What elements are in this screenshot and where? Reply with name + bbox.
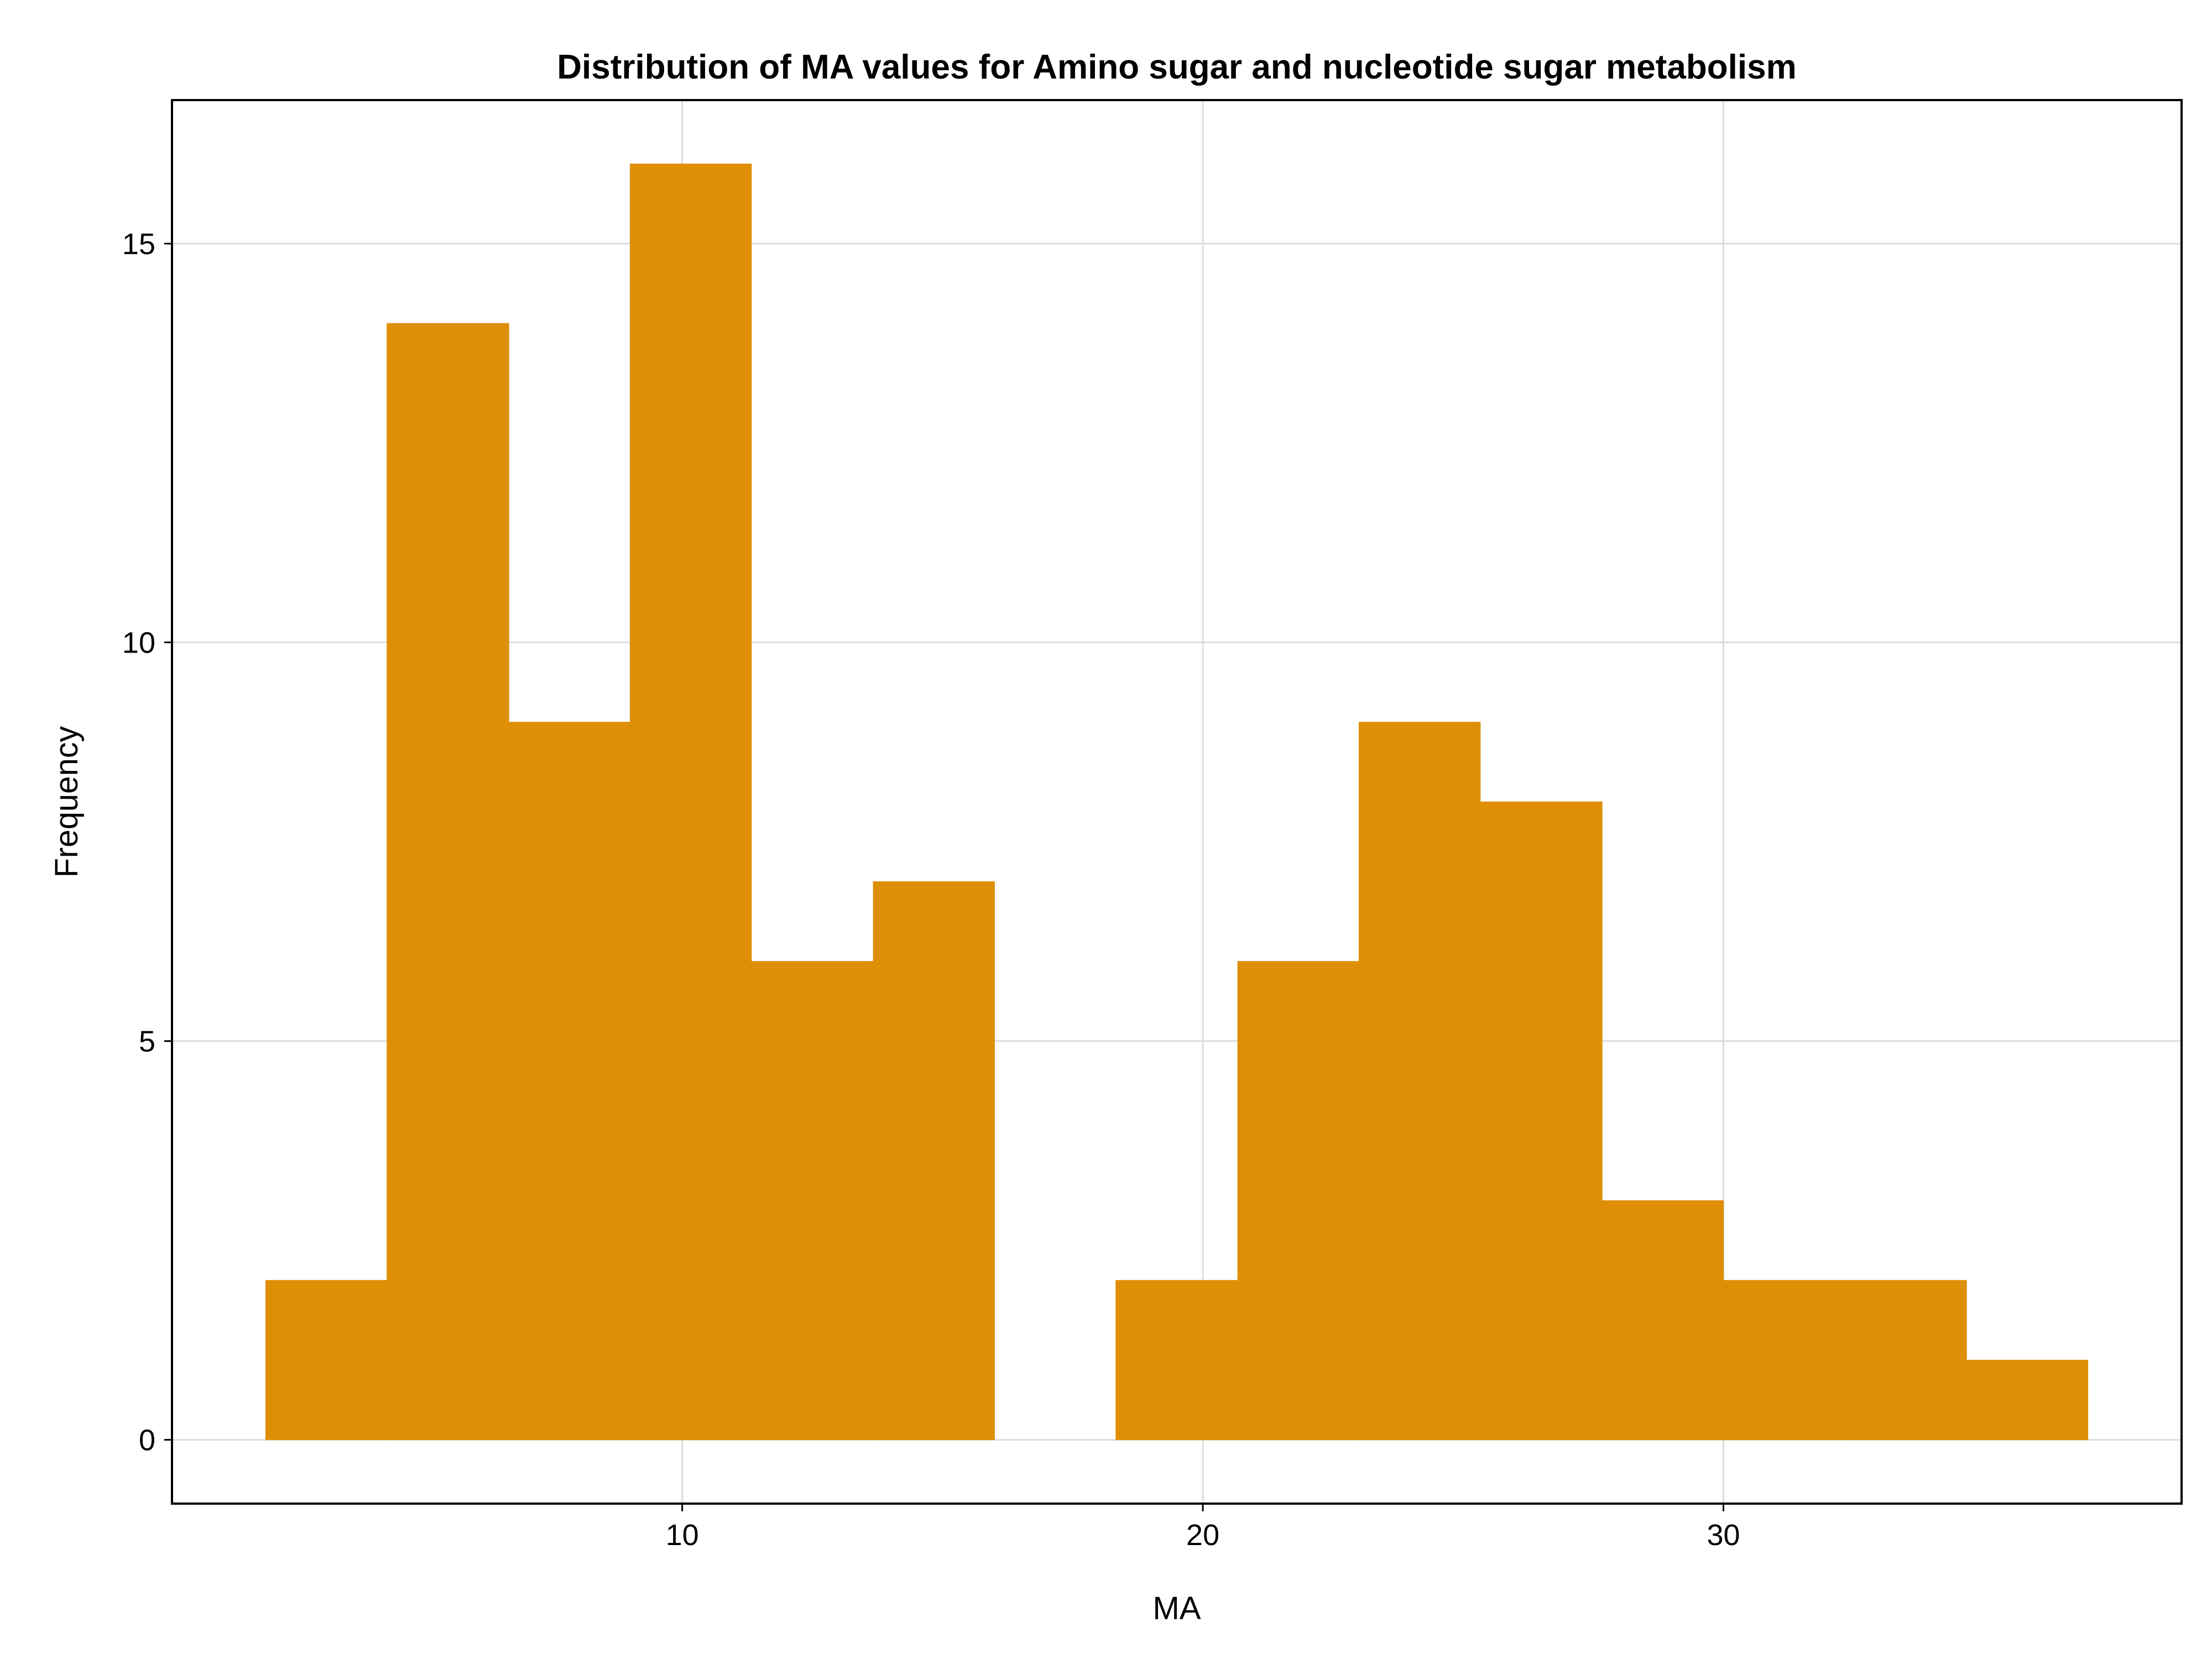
y-tick-label: 10: [122, 627, 155, 660]
histogram-bar: [387, 323, 509, 1441]
histogram-bar: [1966, 1359, 2089, 1441]
x-axis-ticks: 10 20 30: [666, 1504, 1740, 1552]
x-axis-label: MA: [1153, 1590, 1201, 1626]
histogram-bars: [265, 163, 2089, 1441]
histogram-bar: [629, 163, 752, 1441]
histogram-bar: [1723, 1280, 1845, 1441]
x-tick-label: 30: [1707, 1519, 1740, 1552]
x-tick-label: 20: [1186, 1519, 1219, 1552]
y-tick-label: 5: [139, 1025, 155, 1058]
histogram-bar: [1480, 801, 1603, 1441]
histogram-bar: [1844, 1280, 1967, 1441]
histogram-bar: [873, 881, 995, 1441]
histogram-bar: [265, 1280, 388, 1441]
x-tick-label: 10: [666, 1519, 699, 1552]
y-axis-label: Frequency: [49, 726, 85, 878]
y-axis-ticks: 0 5 10 15: [122, 228, 172, 1457]
y-tick-label: 15: [122, 228, 155, 261]
chart-title: Distribution of MA values for Amino suga…: [557, 48, 1796, 86]
histogram-bar: [1237, 961, 1360, 1441]
plot-frame: [171, 99, 2183, 1505]
histogram-bar: [1359, 722, 1481, 1441]
histogram-bar: [1601, 1200, 1724, 1441]
histogram-bar: [508, 722, 630, 1441]
histogram-bar: [751, 961, 874, 1441]
y-tick-label: 0: [139, 1424, 155, 1457]
histogram-bar: [1115, 1280, 1238, 1441]
